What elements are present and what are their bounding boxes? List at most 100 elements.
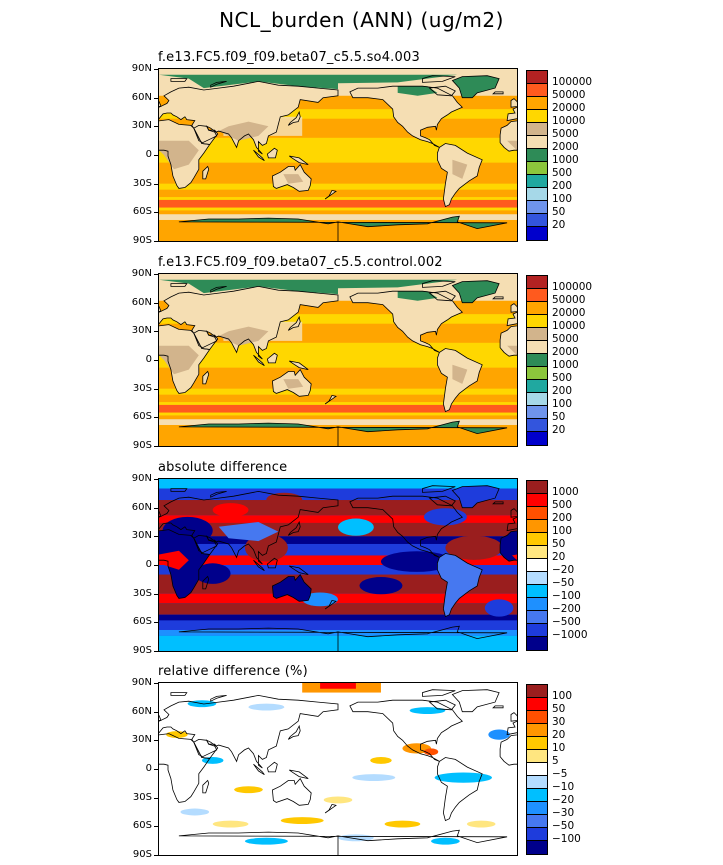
lat-label: 90S — [132, 440, 152, 451]
colorbar-level-label: 500 — [552, 167, 573, 179]
lat-tick — [154, 479, 159, 480]
coast-borneo — [266, 147, 278, 159]
abs-band-2 — [159, 500, 517, 516]
abs-greenland — [452, 485, 500, 508]
coast-southAmerica — [436, 348, 483, 413]
coast-madagascar — [202, 165, 210, 180]
coast-papua — [289, 769, 309, 779]
northern-yellow-band — [159, 109, 517, 119]
abs-blob-10 — [266, 492, 303, 507]
colorbar-level-label: −20 — [552, 794, 575, 806]
coast-greenland — [451, 280, 500, 304]
coast-southAmerica — [436, 757, 483, 822]
colorbar-level-label: −50 — [552, 820, 575, 832]
panel-title: f.e13.FC5.f09_f09.beta07_c5.5.control.00… — [158, 255, 443, 270]
main-title: NCL_burden (ANN) (ug/m2) — [219, 8, 504, 32]
coast-eurasia — [159, 285, 339, 360]
colorbar-level-label: 20 — [552, 551, 566, 563]
colorbar-level-label: 100 — [552, 525, 573, 537]
colorbar-absdiff — [526, 480, 548, 651]
colorbar-swatch — [527, 201, 547, 214]
lat-label: 0 — [145, 763, 152, 774]
colorbar-level-label: 2000 — [552, 141, 579, 153]
colorbar-level-label: −1000 — [552, 629, 588, 641]
coast-africa — [159, 733, 211, 803]
colorbar-level-label: 500 — [552, 372, 573, 384]
coast-southAmerica — [436, 553, 483, 618]
coast-papua — [289, 565, 309, 575]
land-papua — [289, 361, 309, 370]
lat-tick — [154, 740, 159, 742]
coast-northAmerica — [349, 699, 464, 762]
abs-band-1 — [159, 488, 517, 501]
africa-tan-wrap — [507, 140, 517, 151]
land-northAmerica — [349, 291, 463, 353]
coast-australia — [271, 368, 312, 397]
land-northAmerica — [349, 86, 463, 148]
lat-label: 30N — [131, 325, 152, 337]
coast-uk — [159, 100, 162, 107]
abs-band-10 — [159, 593, 517, 604]
coast-australia — [271, 163, 312, 192]
coast-borneo — [266, 761, 278, 773]
lat-tick — [154, 331, 159, 333]
coast-sumatra — [253, 149, 265, 162]
lat-label: 90S — [132, 849, 152, 860]
panel-title: relative difference (%) — [158, 664, 308, 679]
colorbar-level-label: 20 — [552, 219, 566, 231]
coast-madagascar — [202, 575, 210, 590]
colorbar-level-label: 100000 — [552, 76, 593, 88]
colorbar-level-label: −500 — [552, 616, 581, 628]
abs-band-11 — [159, 603, 517, 615]
colorbar-swatch — [527, 481, 547, 494]
colorbar-swatch — [527, 354, 547, 367]
lat-label: 90N — [131, 63, 152, 74]
colorbar-swatch — [527, 123, 547, 136]
colorbar-swatch — [527, 432, 547, 445]
coast-arabia — [193, 329, 219, 350]
coast-arabia — [193, 124, 219, 145]
lat-tick — [154, 155, 159, 156]
abs-band-6 — [159, 543, 517, 556]
rel-blob-16 — [431, 837, 460, 845]
abs-blob-3 — [445, 535, 503, 560]
arctic-green — [159, 69, 458, 90]
asia-tan — [218, 121, 269, 141]
land-madagascar — [202, 166, 209, 179]
colorbar-level-label: −5 — [552, 768, 568, 780]
coast-sumatra — [253, 354, 265, 367]
land-eurasia-wrap — [507, 107, 517, 121]
coast-uk-wrap — [510, 712, 517, 722]
coast-ellesmere — [422, 280, 456, 288]
greenland-green — [452, 280, 500, 303]
lat-label: 60N — [131, 296, 152, 308]
map-svg — [159, 69, 517, 241]
abs-band-9 — [159, 574, 517, 594]
abs-band-0 — [159, 479, 517, 489]
abs-blob-4 — [338, 518, 374, 536]
colorbar-swatch — [527, 393, 547, 406]
coast-africa — [159, 119, 211, 189]
coast-iceland — [492, 501, 504, 505]
rel-blob-13 — [466, 820, 496, 828]
coast-australia — [271, 777, 312, 806]
coast-africa — [159, 529, 211, 599]
abs-blob-8 — [194, 563, 231, 584]
coast-northAmerica — [349, 290, 464, 353]
rel-blob-11 — [384, 820, 421, 828]
colorbar-swatch — [527, 71, 547, 84]
coast-novaya — [210, 286, 227, 293]
southern-wheat-band — [159, 419, 517, 425]
coast-baffin — [428, 495, 456, 507]
lat-label: 90N — [131, 268, 152, 279]
map-svg — [159, 274, 517, 446]
colorbar-level-label: 20000 — [552, 307, 586, 319]
lat-tick — [154, 126, 159, 128]
lat-tick — [154, 536, 159, 538]
rel-blob-10 — [280, 817, 324, 825]
coast-uk — [159, 714, 162, 721]
colorbar-level-label: 5000 — [552, 333, 579, 345]
rel-blob-6 — [434, 772, 492, 783]
colorbar-swatch — [527, 572, 547, 585]
coast-newZealand — [324, 599, 337, 610]
